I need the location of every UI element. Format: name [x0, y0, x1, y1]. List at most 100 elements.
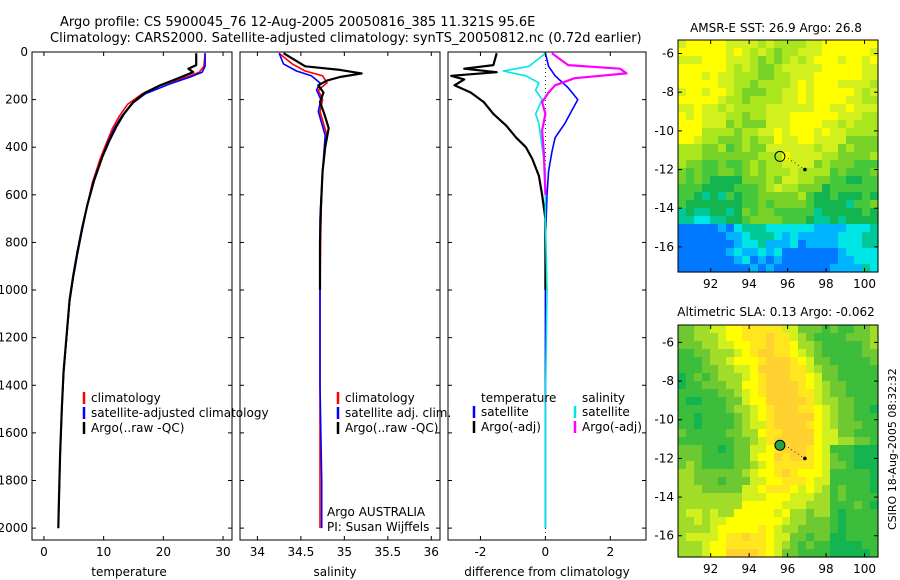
- heatmap-cell: [758, 216, 767, 225]
- heatmap-cell: [822, 357, 831, 366]
- heatmap-cell: [750, 144, 759, 153]
- heatmap-cell: [726, 325, 735, 334]
- heatmap-cell: [822, 104, 831, 113]
- heatmap-cell: [726, 248, 735, 257]
- heatmap-cell: [862, 232, 871, 241]
- heatmap-cell: [766, 184, 775, 193]
- heatmap-cell: [678, 325, 687, 334]
- heatmap-cell: [822, 184, 831, 193]
- heatmap-cell: [790, 176, 799, 185]
- heatmap-cell: [806, 40, 815, 49]
- heatmap-cell: [710, 525, 719, 534]
- side-label: CSIRO 18-Aug-2005 08:32:32: [886, 368, 899, 530]
- heatmap-cell: [830, 88, 839, 97]
- heatmap-cell: [742, 437, 751, 446]
- heatmap-cell: [790, 232, 799, 241]
- heatmap-cell: [838, 533, 847, 542]
- x-tick-label: 35: [337, 545, 352, 559]
- heatmap-cell: [734, 112, 743, 121]
- heatmap-cell: [766, 64, 775, 73]
- heatmap-cell: [870, 405, 879, 414]
- heatmap-cell: [702, 144, 711, 153]
- heatmap-cell: [822, 256, 831, 265]
- heatmap-cell: [686, 80, 695, 89]
- heatmap-cell: [678, 341, 687, 350]
- heatmap-cell: [742, 200, 751, 209]
- heatmap-cell: [862, 168, 871, 177]
- heatmap-cell: [790, 541, 799, 550]
- heatmap-cell: [702, 405, 711, 414]
- heatmap-cell: [870, 437, 879, 446]
- heatmap-cell: [862, 421, 871, 430]
- heatmap-cell: [758, 509, 767, 518]
- heatmap-cell: [782, 493, 791, 502]
- heatmap-cell: [822, 56, 831, 65]
- heatmap-cell: [854, 64, 863, 73]
- heatmap-cell: [782, 429, 791, 438]
- heatmap-cell: [734, 461, 743, 470]
- heatmap-cell: [846, 112, 855, 121]
- heatmap-cell: [718, 232, 727, 241]
- heatmap-cell: [766, 397, 775, 406]
- heatmap-cell: [718, 168, 727, 177]
- heatmap-cell: [870, 357, 879, 366]
- heatmap-cell: [862, 477, 871, 486]
- heatmap-cell: [726, 224, 735, 233]
- y-tick-label: 0: [20, 45, 28, 59]
- heatmap-cell: [742, 80, 751, 89]
- heatmap-cell: [750, 405, 759, 414]
- figure-title-line1: Argo profile: CS 5900045_76 12-Aug-2005 …: [60, 15, 535, 30]
- heatmap-cell: [758, 397, 767, 406]
- heatmap-cell: [854, 397, 863, 406]
- x-tick-label: 98: [818, 562, 833, 576]
- y-tick-label: -16: [654, 240, 674, 254]
- heatmap-cell: [718, 128, 727, 137]
- heatmap-cell: [742, 381, 751, 390]
- heatmap-cell: [854, 517, 863, 526]
- y-tick-label: 1000: [0, 283, 28, 297]
- heatmap-cell: [694, 517, 703, 526]
- heatmap-cell: [806, 248, 815, 257]
- sst-map-panel: AMSR-E SST: 26.9 Argo: 26.8 -6-8-10-12-1…: [654, 21, 879, 291]
- heatmap-cell: [862, 365, 871, 374]
- heatmap-cell: [718, 144, 727, 153]
- heatmap-cell: [838, 461, 847, 470]
- heatmap-cell: [790, 136, 799, 145]
- difference-legend: temperature satellite Argo(-adj) salinit…: [472, 391, 642, 434]
- heatmap-cell: [726, 493, 735, 502]
- heatmap-cell: [678, 365, 687, 374]
- heatmap-cell: [846, 152, 855, 161]
- heatmap-cell: [766, 437, 775, 446]
- heatmap-cell: [750, 48, 759, 57]
- heatmap-cell: [686, 208, 695, 217]
- sst-heatmap-cells: [678, 40, 879, 273]
- heatmap-cell: [862, 96, 871, 105]
- legend-label-salinity-argo: Argo(-adj): [582, 420, 642, 434]
- heatmap-cell: [870, 365, 879, 374]
- heatmap-cell: [790, 477, 799, 486]
- heatmap-cell: [814, 112, 823, 121]
- heatmap-cell: [750, 184, 759, 193]
- heatmap-cell: [734, 168, 743, 177]
- heatmap-cell: [710, 256, 719, 265]
- heatmap-cell: [694, 152, 703, 161]
- heatmap-cell: [678, 533, 687, 542]
- heatmap-cell: [774, 461, 783, 470]
- heatmap-cell: [774, 541, 783, 550]
- x-tick-label: 0: [40, 545, 48, 559]
- heatmap-cell: [854, 72, 863, 81]
- heatmap-cell: [766, 509, 775, 518]
- heatmap-cell: [798, 405, 807, 414]
- heatmap-cell: [814, 421, 823, 430]
- heatmap-cell: [726, 541, 735, 550]
- heatmap-cell: [710, 208, 719, 217]
- heatmap-cell: [862, 429, 871, 438]
- heatmap-cell: [822, 445, 831, 454]
- heatmap-cell: [678, 216, 687, 225]
- heatmap-cell: [694, 373, 703, 382]
- heatmap-cell: [790, 256, 799, 265]
- heatmap-cell: [822, 48, 831, 57]
- heatmap-cell: [694, 469, 703, 478]
- heatmap-cell: [686, 389, 695, 398]
